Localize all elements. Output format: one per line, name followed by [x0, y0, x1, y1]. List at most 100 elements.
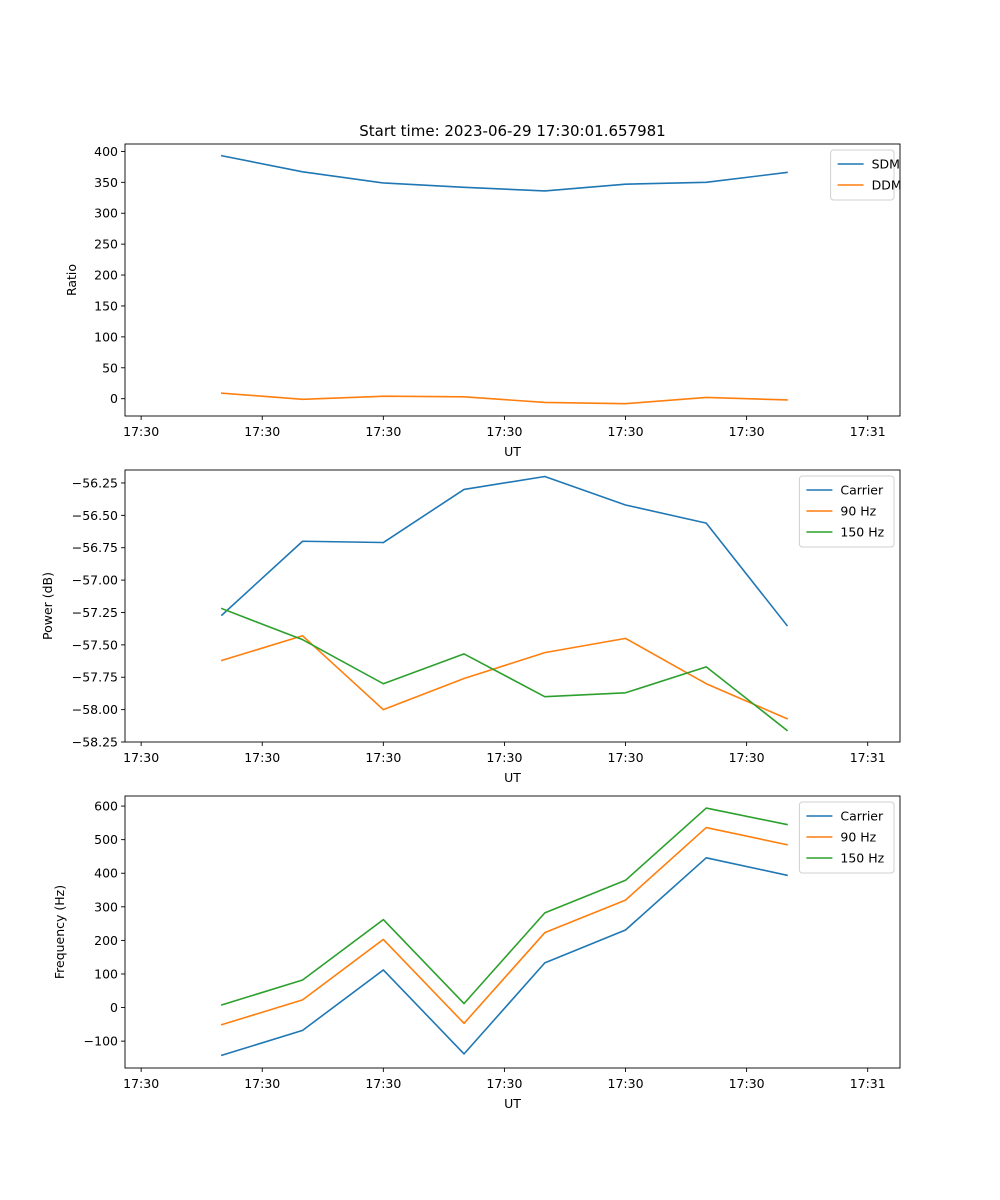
y-tick-label: −57.50 [72, 637, 118, 652]
series-line-carrier [220, 856, 788, 1057]
legend-box [798, 475, 895, 548]
x-tick-label: 17:30 [729, 1076, 765, 1091]
data-point [705, 857, 707, 859]
data-point [544, 912, 546, 914]
chart-panel-2: −58.25 −58.00 −57.75 −57.50 −57.25 −57.00 −56.… [40, 469, 901, 785]
y-tick-label: 600 [94, 799, 118, 814]
data-point [463, 1053, 465, 1055]
data-point [221, 1024, 223, 1026]
x-tick-label: 17:30 [608, 424, 644, 439]
x-tick-label: 17:30 [123, 750, 159, 765]
y-tick-label: 500 [94, 832, 118, 847]
data-point [705, 522, 707, 524]
data-point [463, 1003, 465, 1005]
data-point [705, 182, 707, 184]
axes-frame [124, 469, 901, 743]
data-point [383, 395, 385, 397]
y-tick-label: 100 [94, 329, 118, 344]
y-tick-label: 200 [94, 268, 118, 283]
legend-label: Carrier [840, 483, 884, 498]
data-point [786, 844, 788, 846]
legend-label: 90 Hz [840, 830, 876, 845]
data-point [383, 182, 385, 184]
legend-label: 150 Hz [840, 525, 884, 540]
data-point [544, 402, 546, 404]
legend-label: DDM [872, 178, 902, 193]
data-point [463, 678, 465, 680]
data-point [221, 614, 223, 616]
data-point [302, 999, 304, 1001]
data-point [302, 540, 304, 542]
y-tick-label: −57.75 [72, 670, 118, 685]
x-tick-label: 17:31 [850, 750, 886, 765]
data-point [625, 403, 627, 405]
y-tick-label: −100 [84, 1034, 118, 1049]
data-point [383, 683, 385, 685]
legend: Carrier 90 Hz 150 Hz [798, 801, 895, 874]
data-point [221, 608, 223, 610]
data-point [786, 625, 788, 627]
data-point [302, 979, 304, 981]
data-point [544, 652, 546, 654]
x-axis-label: UT [504, 444, 521, 459]
series-line-90-hz [220, 826, 788, 1026]
data-point [302, 171, 304, 173]
data-point [383, 542, 385, 544]
data-point [705, 807, 707, 809]
x-tick-label: 17:30 [365, 750, 401, 765]
x-tick-label: 17:30 [608, 750, 644, 765]
data-point [625, 638, 627, 640]
data-point [544, 932, 546, 934]
legend-label: 90 Hz [840, 504, 876, 519]
data-point [463, 1023, 465, 1025]
x-tick-label: 17:30 [123, 1076, 159, 1091]
data-point [625, 504, 627, 506]
data-point [221, 660, 223, 662]
data-point [705, 683, 707, 685]
data-point [625, 899, 627, 901]
data-point [463, 186, 465, 188]
data-point [221, 1054, 223, 1056]
x-tick-label: 17:30 [608, 1076, 644, 1091]
series-line-carrier [220, 475, 789, 627]
data-point [221, 392, 223, 394]
y-axis-label: Frequency (Hz) [52, 885, 67, 979]
data-point [786, 824, 788, 826]
legend-label: 150 Hz [840, 851, 884, 866]
axes-frame [124, 795, 901, 1069]
y-tick-label: 250 [94, 237, 118, 252]
data-point [625, 692, 627, 694]
legend-label: SDM [872, 157, 900, 172]
x-axis-label: UT [504, 770, 521, 785]
series-line-150-hz [220, 807, 788, 1006]
series-line-150-hz [220, 607, 789, 732]
chart-panel-3: −100 0 100 200 300 400 500 600 17:30 17:30 17:30 17… [52, 795, 901, 1111]
data-point [463, 653, 465, 655]
x-tick-label: 17:31 [850, 1076, 886, 1091]
y-tick-label: −57.25 [72, 605, 118, 620]
y-tick-label: 100 [94, 966, 118, 981]
data-point [625, 929, 627, 931]
y-tick-label: −58.00 [72, 702, 118, 717]
data-point [544, 962, 546, 964]
data-point [705, 666, 707, 668]
data-point [786, 730, 788, 732]
y-tick-label: 300 [94, 206, 118, 221]
y-tick-label: 400 [94, 144, 118, 159]
series-line-ddm [221, 392, 788, 405]
y-tick-label: −57.00 [72, 573, 118, 588]
chart-title: Start time: 2023-06-29 17:30:01.657981 [359, 122, 665, 140]
x-tick-label: 17:30 [123, 424, 159, 439]
series-line-90-hz [220, 634, 789, 720]
y-tick-label: 200 [94, 933, 118, 948]
data-point [221, 155, 223, 157]
y-tick-label: 50 [102, 360, 118, 375]
data-point [705, 397, 707, 399]
data-point [544, 190, 546, 192]
x-tick-label: 17:30 [486, 1076, 522, 1091]
x-tick-label: 17:30 [486, 424, 522, 439]
x-tick-label: 17:30 [486, 750, 522, 765]
x-axis-label: UT [504, 1096, 521, 1111]
x-tick-label: 17:30 [729, 424, 765, 439]
legend-box [830, 149, 895, 201]
